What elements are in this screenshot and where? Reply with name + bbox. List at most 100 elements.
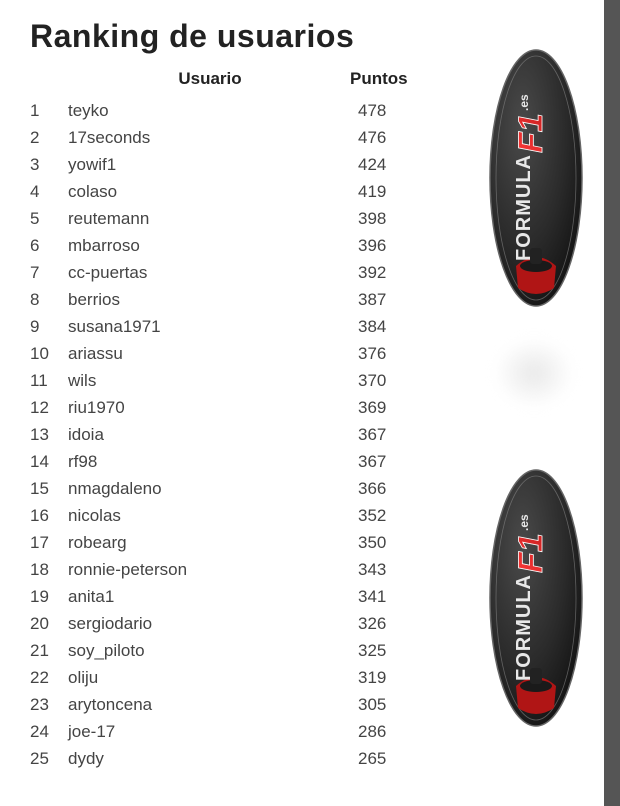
user-cell: wils xyxy=(68,367,358,394)
points-cell: 366 xyxy=(358,475,438,502)
user-cell: cc-puertas xyxy=(68,259,358,286)
points-cell: 265 xyxy=(358,745,438,772)
rank-cell: 11 xyxy=(30,367,68,394)
user-cell: nicolas xyxy=(68,502,358,529)
formula-f1-badge-icon: FORMULA F1 .es xyxy=(486,468,586,728)
col-rank-header xyxy=(30,69,80,89)
table-row: 1teyko478 xyxy=(30,97,460,124)
table-row: 17robearg350 xyxy=(30,529,460,556)
points-cell: 376 xyxy=(358,340,438,367)
table-row: 16nicolas352 xyxy=(30,502,460,529)
table-row: 217seconds476 xyxy=(30,124,460,151)
rank-cell: 17 xyxy=(30,529,68,556)
user-cell: joe-17 xyxy=(68,718,358,745)
points-cell: 478 xyxy=(358,97,438,124)
user-cell: ariassu xyxy=(68,340,358,367)
points-cell: 392 xyxy=(358,259,438,286)
rank-cell: 12 xyxy=(30,394,68,421)
table-row: 6mbarroso396 xyxy=(30,232,460,259)
rank-cell: 24 xyxy=(30,718,68,745)
table-row: 4colaso419 xyxy=(30,178,460,205)
table-row: 12riu1970369 xyxy=(30,394,460,421)
table-body: 1teyko478217seconds4763yowif14244colaso4… xyxy=(30,97,460,772)
blur-decoration xyxy=(494,338,574,408)
table-row: 22oliju319 xyxy=(30,664,460,691)
table-row: 10ariassu376 xyxy=(30,340,460,367)
rank-cell: 18 xyxy=(30,556,68,583)
rank-cell: 8 xyxy=(30,286,68,313)
formula-f1-badge-icon: FORMULA F1 .es xyxy=(486,48,586,308)
table-row: 19anita1341 xyxy=(30,583,460,610)
rank-cell: 9 xyxy=(30,313,68,340)
points-cell: 384 xyxy=(358,313,438,340)
user-cell: yowif1 xyxy=(68,151,358,178)
table-row: 8berrios387 xyxy=(30,286,460,313)
points-cell: 370 xyxy=(358,367,438,394)
col-user-header: Usuario xyxy=(80,69,340,89)
rank-cell: 4 xyxy=(30,178,68,205)
points-cell: 343 xyxy=(358,556,438,583)
user-cell: oliju xyxy=(68,664,358,691)
ranking-page: Ranking de usuarios Usuario Puntos 1teyk… xyxy=(0,0,604,806)
points-cell: 396 xyxy=(358,232,438,259)
table-row: 13idoia367 xyxy=(30,421,460,448)
col-points-header: Puntos xyxy=(340,69,440,89)
user-cell: colaso xyxy=(68,178,358,205)
table-row: 18ronnie-peterson343 xyxy=(30,556,460,583)
user-cell: mbarroso xyxy=(68,232,358,259)
user-cell: sergiodario xyxy=(68,610,358,637)
table-row: 20sergiodario326 xyxy=(30,610,460,637)
points-cell: 325 xyxy=(358,637,438,664)
rank-cell: 20 xyxy=(30,610,68,637)
user-cell: idoia xyxy=(68,421,358,448)
user-cell: riu1970 xyxy=(68,394,358,421)
rank-cell: 16 xyxy=(30,502,68,529)
table-row: 25dydy265 xyxy=(30,745,460,772)
table-row: 11wils370 xyxy=(30,367,460,394)
rank-cell: 19 xyxy=(30,583,68,610)
rank-cell: 3 xyxy=(30,151,68,178)
points-cell: 424 xyxy=(358,151,438,178)
svg-text:.es: .es xyxy=(517,94,531,111)
table-row: 23arytoncena305 xyxy=(30,691,460,718)
rank-cell: 1 xyxy=(30,97,68,124)
rank-cell: 5 xyxy=(30,205,68,232)
user-cell: reutemann xyxy=(68,205,358,232)
table-row: 7cc-puertas392 xyxy=(30,259,460,286)
points-cell: 319 xyxy=(358,664,438,691)
rank-cell: 15 xyxy=(30,475,68,502)
user-cell: nmagdaleno xyxy=(68,475,358,502)
table-row: 15nmagdaleno366 xyxy=(30,475,460,502)
table-row: 5reutemann398 xyxy=(30,205,460,232)
rank-cell: 6 xyxy=(30,232,68,259)
rank-cell: 7 xyxy=(30,259,68,286)
points-cell: 476 xyxy=(358,124,438,151)
points-cell: 326 xyxy=(358,610,438,637)
table-header: Usuario Puntos xyxy=(30,69,460,89)
user-cell: berrios xyxy=(68,286,358,313)
points-cell: 286 xyxy=(358,718,438,745)
table-row: 14rf98367 xyxy=(30,448,460,475)
table-row: 21soy_piloto325 xyxy=(30,637,460,664)
svg-text:FORMULA: FORMULA xyxy=(513,574,535,681)
table-row: 9susana1971384 xyxy=(30,313,460,340)
user-cell: arytoncena xyxy=(68,691,358,718)
user-cell: soy_piloto xyxy=(68,637,358,664)
points-cell: 369 xyxy=(358,394,438,421)
rank-cell: 25 xyxy=(30,745,68,772)
table-row: 3yowif1424 xyxy=(30,151,460,178)
user-cell: anita1 xyxy=(68,583,358,610)
rank-cell: 22 xyxy=(30,664,68,691)
user-cell: susana1971 xyxy=(68,313,358,340)
points-cell: 419 xyxy=(358,178,438,205)
svg-text:F1: F1 xyxy=(512,533,550,573)
user-cell: robearg xyxy=(68,529,358,556)
rank-cell: 10 xyxy=(30,340,68,367)
rank-cell: 13 xyxy=(30,421,68,448)
table-row: 24joe-17286 xyxy=(30,718,460,745)
user-cell: 17seconds xyxy=(68,124,358,151)
user-cell: ronnie-peterson xyxy=(68,556,358,583)
points-cell: 352 xyxy=(358,502,438,529)
user-cell: dydy xyxy=(68,745,358,772)
points-cell: 398 xyxy=(358,205,438,232)
